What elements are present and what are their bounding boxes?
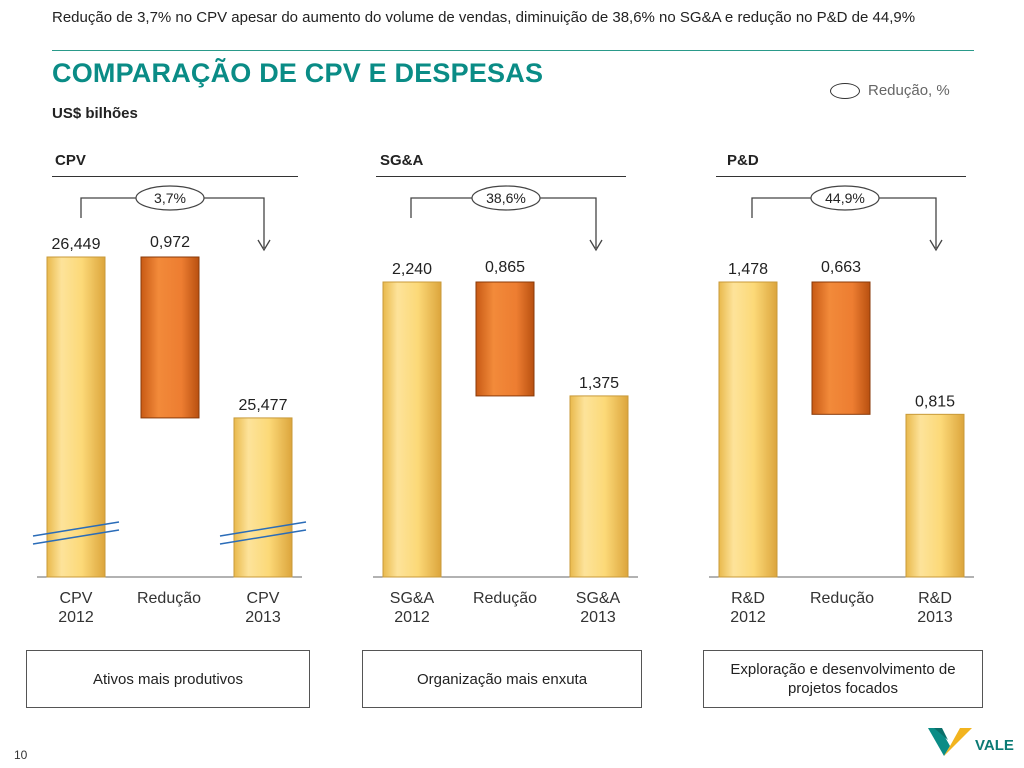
note-box-cpv: Ativos mais produtivos [26,650,310,708]
bracket-arrow-pd [929,239,943,252]
value-label-pd-2: 0,815 [915,393,955,410]
bar-cpv-0 [46,256,106,578]
category-label-pd-reduction: Redução [809,590,875,607]
panel-rule-pd [716,176,966,177]
bracket-right-pd [879,197,937,248]
panel-title-pd: P&D [727,152,759,169]
axis-break-line-cpv-0-b [32,529,120,545]
axis-break-line-cpv-2-a [219,521,307,537]
legend-label: Redução, % [868,82,950,99]
panel-title-sga: SG&A [380,152,424,169]
bar-cpv-1 [140,256,200,419]
category-label-sga-2013: SG&A 2013 [575,590,621,626]
slide-title: COMPARAÇÃO DE CPV E DESPESAS [52,58,544,88]
bar-sga-2 [569,395,629,578]
legend-oval-icon [830,82,860,99]
value-label-sga-1: 0,865 [485,259,525,276]
reduction-pct-sga: 38,6% [486,190,526,206]
value-label-cpv-1: 0,972 [150,234,190,251]
unit-label: US$ bilhões [52,105,138,122]
bar-cpv-2 [233,417,293,578]
category-label-pd-2013: R&D 2013 [917,590,953,626]
category-label-cpv-2012: CPV 2012 [58,590,94,626]
category-label-sga-2012: SG&A 2012 [389,590,435,626]
value-label-cpv-2: 25,477 [239,397,288,414]
bar-sga-0 [382,281,442,578]
panel-rule-sga [376,176,626,177]
bar-pd-2 [905,413,965,578]
vale-logo-text: VALE [975,737,1014,754]
vale-logo-icon: VALE [928,728,1014,756]
note-box-sga: Organização mais enxuta [362,650,642,708]
bracket-left-sga [410,197,472,218]
note-text-sga: Organização mais enxuta [416,670,588,688]
category-label-cpv-2013: CPV 2013 [245,590,281,626]
note-box-pd: Exploração e desenvolvimento de projetos… [703,650,983,708]
value-label-sga-2: 1,375 [579,375,619,392]
value-label-pd-0: 1,478 [728,261,768,278]
bar-sga-1 [475,281,535,397]
reduction-pct-pd: 44,9% [825,190,865,206]
axis-break-line-cpv-0-a [32,521,120,537]
reduction-pct-cpv: 3,7% [154,190,186,206]
bracket-right-cpv [204,197,265,248]
reduction-oval-sga [471,185,541,211]
vale-logo: VALE [928,722,1024,767]
panel-title-cpv: CPV [55,152,86,169]
slide-subtitle: Redução de 3,7% no CPV apesar do aumento… [52,9,916,26]
bar-pd-0 [718,281,778,578]
bracket-left-cpv [80,197,136,218]
legend: Redução, % [830,82,950,99]
axis-break-line-cpv-2-b [219,529,307,545]
category-label-cpv-reduction: Redução [136,590,202,607]
value-label-sga-0: 2,240 [392,261,432,278]
bracket-right-sga [540,197,597,248]
bracket-left-pd [751,197,811,218]
panel-rule-cpv [52,176,298,177]
value-label-cpv-0: 26,449 [52,236,101,253]
bracket-arrow-cpv [257,239,271,252]
category-label-pd-2012: R&D 2012 [730,590,766,626]
reduction-oval-pd [810,185,880,211]
title-divider [52,50,974,51]
bar-pd-1 [811,281,871,415]
note-text-pd: Exploração e desenvolvimento de projetos… [730,661,956,697]
page-number: 10 [14,748,28,762]
note-text-cpv: Ativos mais produtivos [92,670,244,688]
reduction-oval-cpv [135,185,205,211]
category-label-sga-reduction: Redução [472,590,538,607]
bracket-arrow-sga [589,239,603,252]
value-label-pd-1: 0,663 [821,259,861,276]
